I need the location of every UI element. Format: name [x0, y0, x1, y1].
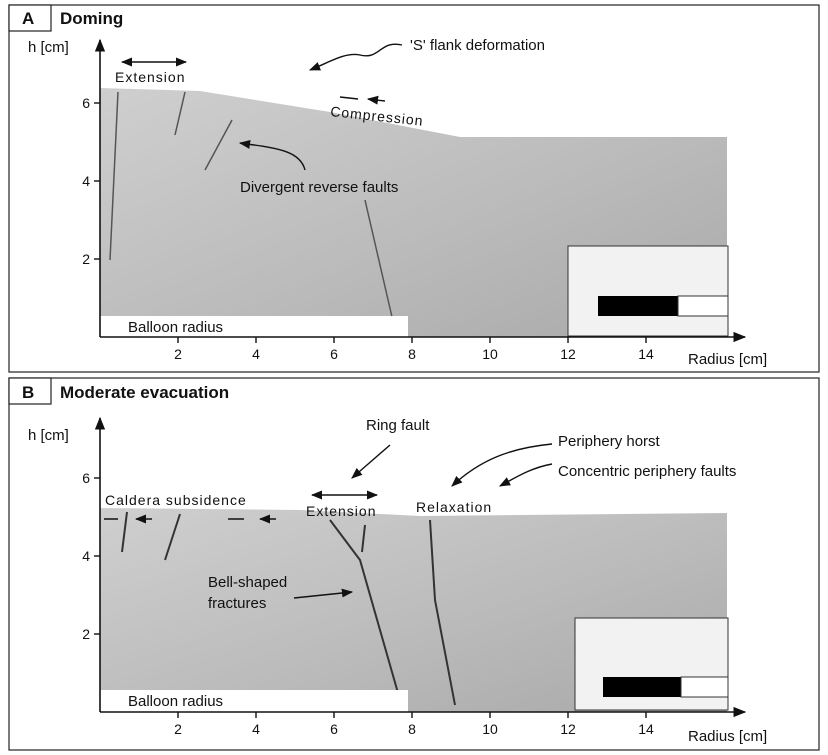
- annotation: Periphery horst: [558, 433, 661, 450]
- annotation: 'S' flank deformation: [410, 37, 545, 54]
- x-tick-label: 8: [408, 721, 416, 737]
- figure: A Doming Balloon radius h [cm] Radius [c…: [0, 0, 828, 755]
- x-tick-label: 10: [482, 346, 498, 362]
- panel-letter: B: [22, 383, 34, 402]
- x-tick-label: 14: [638, 346, 654, 362]
- y-tick-label: 6: [82, 95, 90, 111]
- x-axis-label: Radius [cm]: [688, 351, 767, 368]
- y-tick-label: 6: [82, 470, 90, 486]
- annotation: Extension: [115, 69, 185, 85]
- x-tick-label: 4: [252, 721, 260, 737]
- panel-b: B Moderate evacuation Balloon radius h […: [9, 378, 819, 750]
- x-tick-label: 8: [408, 346, 416, 362]
- annotation: Ring fault: [366, 417, 430, 434]
- x-tick-label: 6: [330, 721, 338, 737]
- scale-bar: [681, 677, 728, 697]
- x-tick-label: 2: [174, 721, 182, 737]
- y-axis-label: h [cm]: [28, 39, 69, 56]
- panel-a: A Doming Balloon radius h [cm] Radius [c…: [9, 5, 819, 372]
- y-axis-label: h [cm]: [28, 427, 69, 444]
- panel-letter: A: [22, 9, 34, 28]
- annotation: Extension: [306, 503, 376, 519]
- x-tick-label: 2: [174, 346, 182, 362]
- panel-title: Moderate evacuation: [60, 383, 229, 402]
- scale-card: [568, 246, 728, 336]
- y-tick-label: 4: [82, 548, 90, 564]
- y-tick-label: 2: [82, 251, 90, 267]
- y-tick-label: 2: [82, 626, 90, 642]
- x-tick-label: 12: [560, 346, 576, 362]
- annotation: fractures: [208, 595, 266, 612]
- x-tick-label: 10: [482, 721, 498, 737]
- annotation: Relaxation: [416, 499, 492, 515]
- scale-bar: [598, 296, 678, 316]
- x-tick-label: 4: [252, 346, 260, 362]
- annotation: Balloon radius: [128, 693, 223, 710]
- x-tick-label: 12: [560, 721, 576, 737]
- scale-bar: [678, 296, 728, 316]
- x-tick-label: 6: [330, 346, 338, 362]
- annotation: Divergent reverse faults: [240, 179, 398, 196]
- x-axis-label: Radius [cm]: [688, 728, 767, 745]
- annotation: Balloon radius: [128, 319, 223, 336]
- panel-title: Doming: [60, 9, 123, 28]
- y-tick-label: 4: [82, 173, 90, 189]
- x-tick-label: 14: [638, 721, 654, 737]
- annotation: Concentric periphery faults: [558, 463, 736, 480]
- annotation: Caldera subsidence: [105, 492, 247, 508]
- scale-bar: [603, 677, 681, 697]
- annotation: Bell-shaped: [208, 574, 287, 591]
